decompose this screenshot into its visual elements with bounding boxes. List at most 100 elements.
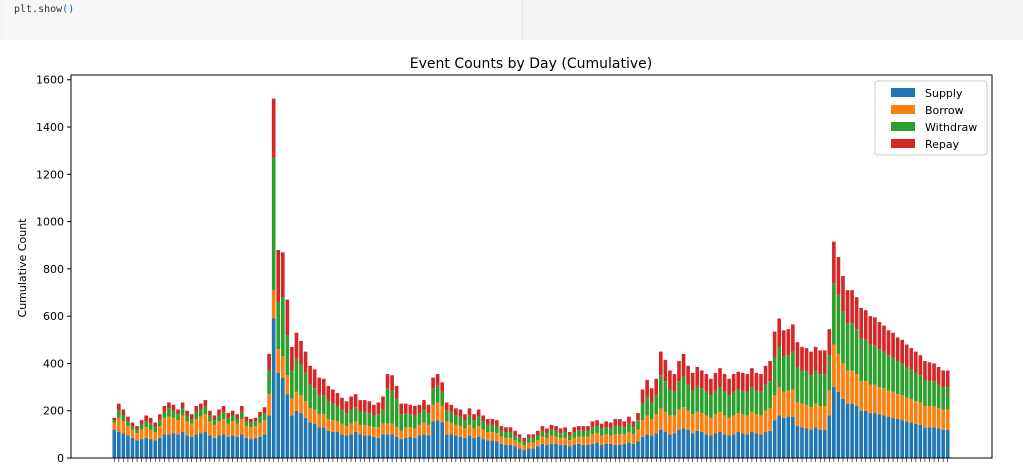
code-cell[interactable]: plt.show(): [0, 0, 1023, 40]
bar-borrow-171: [891, 391, 895, 418]
bar-borrow-116: [640, 420, 645, 437]
bar-supply-113: [627, 442, 631, 458]
bar-borrow-79: [472, 428, 476, 438]
bar-withdraw-165: [863, 339, 868, 382]
bar-supply-74: [449, 434, 454, 458]
bar-withdraw-182: [941, 387, 945, 410]
bar-repay-166: [868, 316, 873, 345]
bar-borrow-88: [513, 440, 517, 447]
bar-repay-95: [545, 428, 549, 434]
bar-borrow-169: [882, 388, 886, 416]
bar-borrow-76: [458, 426, 463, 437]
bar-withdraw-37: [280, 297, 285, 357]
bar-supply-77: [463, 437, 467, 458]
bar-repay-131: [709, 378, 713, 396]
bar-borrow-123: [672, 415, 677, 434]
bar-withdraw-92: [531, 437, 536, 443]
bar-supply-3: [126, 435, 130, 458]
bar-borrow-28: [239, 418, 244, 435]
bar-repay-155: [818, 350, 823, 375]
bar-repay-152: [804, 348, 809, 372]
bar-repay-124: [677, 361, 681, 382]
bar-supply-137: [736, 431, 741, 458]
bar-supply-101: [572, 445, 577, 458]
code-function: plt.show: [14, 4, 63, 15]
bar-withdraw-117: [645, 396, 649, 416]
bar-borrow-62: [394, 427, 399, 437]
bar-withdraw-58: [376, 414, 381, 428]
bar-supply-49: [335, 431, 340, 458]
bar-repay-21: [208, 410, 212, 416]
bar-withdraw-60: [385, 388, 390, 424]
bar-supply-146: [777, 415, 782, 458]
bar-repay-61: [390, 375, 394, 391]
bar-repay-88: [513, 430, 517, 436]
chart-output: Event Counts by Day (Cumulative) Cumulat…: [0, 40, 1023, 465]
bar-repay-174: [904, 344, 909, 367]
bar-withdraw-97: [554, 430, 558, 437]
bar-borrow-68: [422, 422, 426, 435]
bar-supply-133: [718, 431, 722, 458]
bar-repay-75: [454, 408, 458, 416]
bar-borrow-161: [845, 370, 850, 404]
bar-withdraw-103: [581, 430, 586, 437]
bar-withdraw-126: [686, 384, 690, 411]
bar-supply-39: [290, 415, 294, 458]
bar-supply-31: [253, 437, 258, 458]
bar-supply-8: [148, 439, 153, 458]
bar-supply-109: [608, 443, 613, 458]
bar-withdraw-44: [312, 388, 317, 410]
y-tick-label: 0: [57, 452, 64, 465]
bar-withdraw-157: [827, 355, 832, 391]
bar-withdraw-151: [800, 370, 804, 404]
bar-withdraw-122: [668, 389, 672, 416]
bar-supply-16: [185, 435, 189, 458]
bar-withdraw-7: [144, 421, 148, 428]
bar-supply-156: [822, 429, 827, 458]
code-editor[interactable]: plt.show(): [4, 0, 523, 40]
bar-withdraw-162: [850, 323, 854, 371]
bar-repay-67: [417, 404, 422, 414]
bar-borrow-142: [759, 415, 763, 435]
bar-repay-119: [654, 378, 659, 396]
bar-repay-135: [727, 378, 731, 396]
bar-repay-73: [444, 402, 449, 411]
bar-repay-40: [294, 332, 299, 359]
bar-withdraw-19: [198, 409, 203, 417]
bar-borrow-117: [645, 415, 649, 435]
bar-supply-93: [536, 446, 540, 458]
bar-withdraw-140: [750, 387, 754, 412]
bar-repay-142: [759, 374, 763, 392]
bar-borrow-10: [158, 426, 162, 438]
bar-repay-63: [399, 403, 404, 415]
bar-supply-42: [303, 417, 308, 458]
bar-repay-126: [686, 365, 690, 385]
bar-borrow-67: [417, 424, 422, 436]
bar-supply-163: [854, 405, 859, 458]
bar-supply-111: [617, 445, 622, 458]
bar-repay-52: [349, 396, 353, 410]
bar-withdraw-158: [832, 283, 836, 345]
bar-repay-38: [285, 299, 290, 336]
bar-withdraw-115: [636, 420, 640, 430]
bar-supply-167: [873, 413, 877, 458]
bar-borrow-94: [540, 436, 545, 444]
bar-repay-5: [135, 426, 139, 430]
bar-borrow-120: [658, 408, 663, 430]
bar-repay-33: [262, 407, 267, 414]
bar-repay-134: [722, 374, 727, 392]
legend-swatch-repay: [891, 139, 915, 148]
bar-supply-60: [385, 434, 390, 458]
bar-supply-22: [212, 437, 217, 458]
bar-withdraw-69: [426, 413, 431, 425]
bar-withdraw-50: [340, 409, 344, 424]
y-tick-label: 400: [43, 357, 64, 370]
bar-withdraw-77: [463, 420, 467, 429]
bar-withdraw-155: [818, 374, 823, 406]
bar-borrow-111: [617, 434, 622, 445]
bar-borrow-86: [504, 437, 508, 445]
bar-repay-118: [649, 388, 654, 403]
bar-supply-59: [381, 434, 385, 458]
bar-repay-182: [941, 370, 945, 388]
bar-borrow-40: [294, 391, 299, 411]
